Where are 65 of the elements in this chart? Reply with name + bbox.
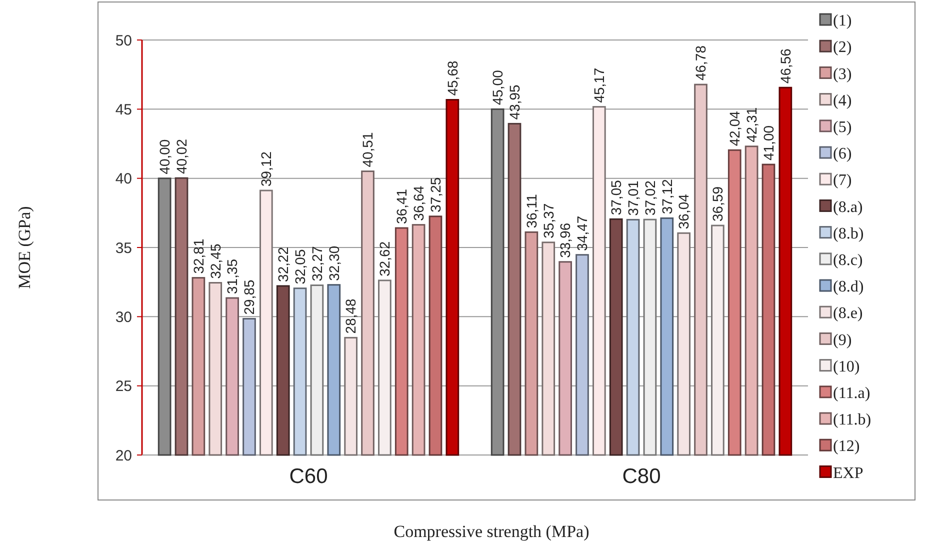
data-label: 32,22 xyxy=(275,246,291,282)
legend-label: (8.b) xyxy=(833,225,864,242)
data-label: 37,12 xyxy=(658,178,675,214)
data-label: 33,96 xyxy=(557,222,574,258)
data-label: 40,02 xyxy=(173,138,190,174)
data-label: 28,48 xyxy=(342,298,359,334)
data-label: 42,04 xyxy=(726,110,743,146)
legend-label: (3) xyxy=(833,66,852,83)
y-tick-label: 20 xyxy=(115,447,132,464)
data-label: 37,05 xyxy=(608,180,624,216)
data-label: 36,11 xyxy=(523,194,540,228)
data-label: 34,47 xyxy=(574,216,590,251)
legend-label: (9) xyxy=(833,332,852,349)
legend-label: (1) xyxy=(833,12,852,30)
data-label: 35,37 xyxy=(540,203,556,238)
y-tick-label: 40 xyxy=(115,170,132,188)
data-label: 41,00 xyxy=(760,125,776,160)
legend-label: (2) xyxy=(833,39,852,56)
legend-label: (4) xyxy=(833,92,852,110)
data-label: 37,02 xyxy=(642,180,658,216)
data-label: 37,25 xyxy=(427,177,444,212)
legend-label: (5) xyxy=(833,119,852,136)
data-label: 45,00 xyxy=(489,70,506,106)
legend-label: (8.e) xyxy=(833,305,863,322)
x-tick-label: C80 xyxy=(622,465,661,488)
legend-label: (8.d) xyxy=(833,278,864,296)
legend-label: EXP xyxy=(833,464,864,482)
y-tick-label: 35 xyxy=(115,240,132,257)
data-label: 37,01 xyxy=(624,180,641,216)
data-label: 31,35 xyxy=(224,258,240,294)
x-axis-title: Compressive strength (MPa) xyxy=(394,522,590,541)
data-label: 32,62 xyxy=(376,241,393,276)
data-label: 36,04 xyxy=(676,194,692,230)
data-label: 43,95 xyxy=(506,84,522,120)
legend-label: (11.b) xyxy=(833,412,872,429)
data-label: 32,30 xyxy=(326,246,342,281)
data-label: 40,51 xyxy=(360,132,376,168)
x-tick-label: C60 xyxy=(289,465,328,488)
data-label: 32,45 xyxy=(207,244,224,279)
data-label: 46,78 xyxy=(692,45,709,81)
data-label: 45,17 xyxy=(591,68,608,103)
legend-label: (7) xyxy=(833,172,852,190)
data-label: 32,05 xyxy=(292,249,308,284)
data-label: 45,68 xyxy=(444,60,460,96)
data-label: 36,59 xyxy=(710,186,726,222)
y-tick-label: 30 xyxy=(115,308,132,326)
data-label: 32,27 xyxy=(308,246,325,282)
legend-label: (12) xyxy=(833,438,860,456)
data-label: 32,81 xyxy=(190,238,206,274)
data-label: 40,00 xyxy=(156,139,172,174)
data-label: 46,56 xyxy=(777,48,794,84)
y-tick-label: 50 xyxy=(115,32,132,50)
data-label: 36,41 xyxy=(394,188,410,224)
legend-label: (8.a) xyxy=(833,198,863,216)
data-label: 29,85 xyxy=(241,279,258,315)
data-label: 42,31 xyxy=(743,107,760,142)
y-axis-title: MOE (GPa) xyxy=(15,206,34,289)
legend-label: (11.a) xyxy=(833,385,870,402)
data-label: 39,12 xyxy=(258,151,274,187)
legend-label: (10) xyxy=(833,358,860,376)
y-tick-label: 25 xyxy=(115,378,132,396)
legend-label: (6) xyxy=(833,146,852,163)
y-tick-label: 45 xyxy=(115,101,132,118)
data-label: 36,64 xyxy=(410,186,426,221)
legend-label: (8.c) xyxy=(833,252,863,269)
